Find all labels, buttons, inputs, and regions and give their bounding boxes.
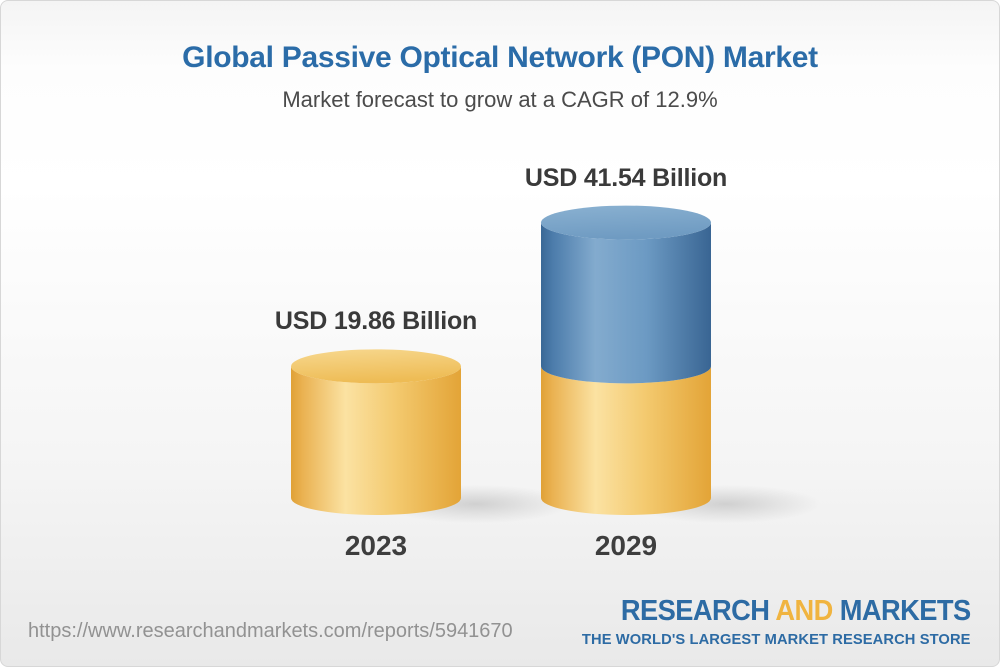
- logo-tagline: THE WORLD'S LARGEST MARKET RESEARCH STOR…: [582, 631, 971, 648]
- logo-word-and: AND: [775, 595, 834, 627]
- logo-wordmark: RESEARCH AND MARKETS: [598, 595, 971, 628]
- chart-subtitle: Market forecast to grow at a CAGR of 12.…: [282, 87, 718, 112]
- bars-group: [291, 205, 821, 523]
- report-url-text: https://www.researchandmarkets.com/repor…: [28, 620, 513, 642]
- x-axis-label-2023: 2023: [344, 530, 408, 561]
- value-label-2029: USD 41.54 Billion: [524, 163, 728, 192]
- value-label-2023: USD 19.86 Billion: [274, 307, 478, 336]
- x-axis-label-2029: 2029: [594, 530, 658, 561]
- chart-title: Global Passive Optical Network (PON) Mar…: [182, 41, 818, 74]
- logo-word-markets: MARKETS: [840, 595, 971, 627]
- logo-word-research: RESEARCH: [621, 595, 770, 627]
- research-and-markets-logo: RESEARCH AND MARKETS THE WORLD'S LARGEST…: [574, 595, 971, 648]
